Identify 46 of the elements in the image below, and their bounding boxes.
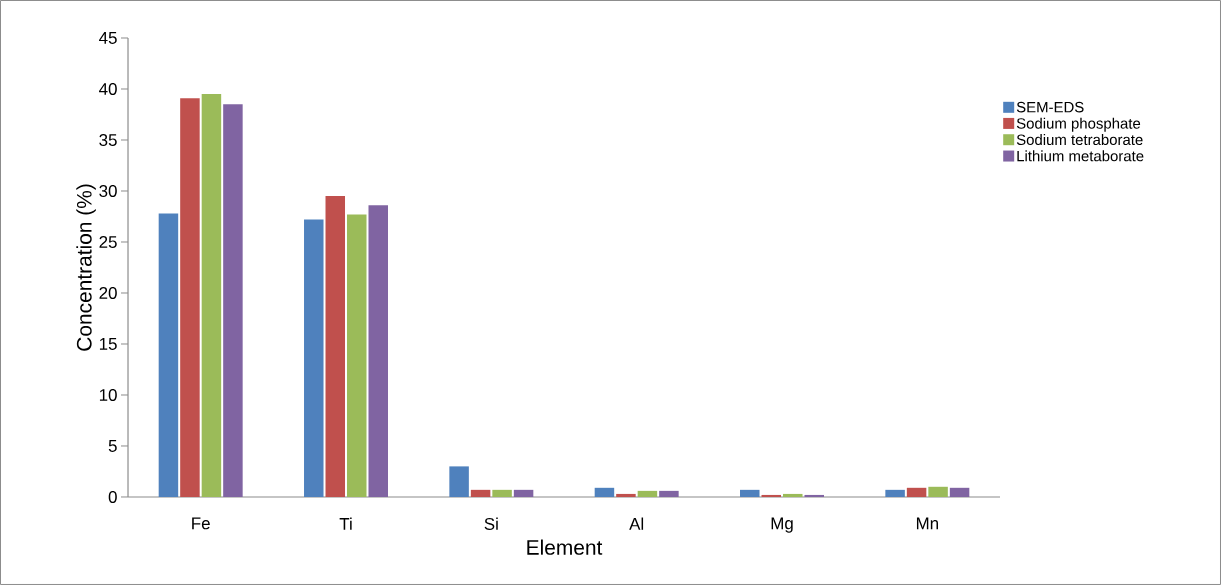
bar <box>368 205 388 497</box>
y-tick-label: 45 <box>99 32 117 44</box>
bar <box>158 213 179 497</box>
bar <box>949 487 970 497</box>
legend-label: Lithium metaborate <box>1017 150 1144 162</box>
bar <box>492 489 512 497</box>
legend-label: Sodium phosphate <box>1016 117 1141 132</box>
x-axis-title: Element <box>527 539 603 555</box>
y-tick-label: 20 <box>99 286 117 299</box>
y-tick-label: 35 <box>99 133 117 146</box>
y-tick-label: 0 <box>108 490 117 503</box>
bar <box>906 487 927 497</box>
bar <box>616 493 636 497</box>
bar <box>201 94 222 497</box>
bar <box>928 486 948 497</box>
bar <box>470 489 491 497</box>
y-tick-label: 15 <box>99 338 117 350</box>
bar <box>347 214 367 497</box>
y-tick-label: 10 <box>99 388 117 401</box>
x-tick-label: Al <box>629 517 644 530</box>
x-tick-label: Ti <box>339 517 352 530</box>
bar <box>180 98 200 497</box>
y-tick-label: 30 <box>99 184 117 197</box>
legend-label: SEM-EDS <box>1016 101 1084 113</box>
x-tick-label: Fe <box>192 517 210 530</box>
x-tick-label: Mg <box>771 517 793 533</box>
bar <box>885 489 905 497</box>
y-axis-title: Concentration (%) <box>76 184 96 351</box>
bar <box>637 490 658 497</box>
y-tick-label: 5 <box>108 440 117 452</box>
bar <box>594 487 615 497</box>
bar <box>513 489 534 497</box>
bar <box>740 489 760 497</box>
bar <box>325 196 346 497</box>
bar <box>783 493 803 497</box>
legend-label: Sodium tetraborate <box>1016 134 1143 146</box>
x-tick-label: Si <box>484 517 498 530</box>
y-tick-label: 40 <box>99 82 117 95</box>
bar <box>804 494 824 497</box>
bar <box>659 490 679 497</box>
bar <box>223 104 243 497</box>
x-tick-label: Mn <box>916 517 938 530</box>
bar <box>449 466 469 497</box>
y-tick-label: 25 <box>99 235 117 248</box>
bar <box>304 219 324 497</box>
bar <box>761 494 782 497</box>
